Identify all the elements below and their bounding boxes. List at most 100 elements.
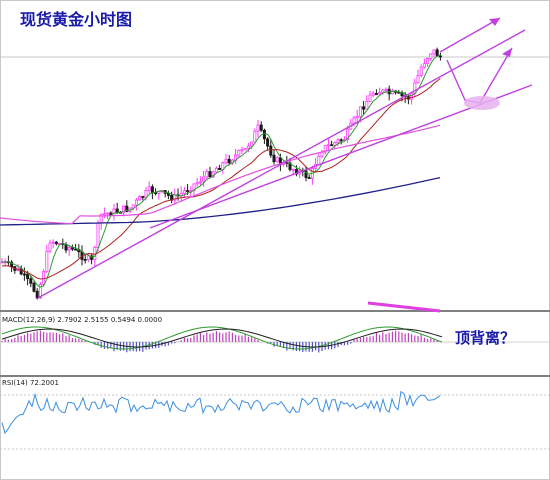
rsi-line	[1, 390, 441, 435]
candle-body	[410, 92, 414, 100]
candle-body	[250, 141, 254, 147]
candle-body	[214, 168, 218, 173]
candle-body	[246, 145, 250, 149]
candle-body	[112, 208, 116, 217]
candle-body	[202, 176, 206, 183]
candle-body	[227, 158, 231, 164]
candle-body	[26, 273, 30, 280]
candle-body	[131, 204, 135, 209]
candle-body	[192, 183, 196, 191]
candle-body	[291, 169, 295, 171]
projection-arrow-up	[439, 17, 501, 53]
candle-body	[323, 145, 327, 153]
candle-body	[106, 212, 110, 215]
candle-body	[134, 199, 138, 206]
macd-label: MACD(12,26,9) 2.7902 2.5155 0.5494 0.000…	[2, 316, 162, 324]
arrowhead-up	[489, 18, 500, 26]
ma-fast-line	[1, 54, 441, 288]
candle-body	[256, 124, 260, 132]
candle-body	[432, 49, 436, 55]
candle-body	[422, 63, 426, 68]
candle-body	[352, 117, 356, 124]
candle-body	[157, 191, 161, 194]
candle-body	[0, 261, 4, 264]
candle-body	[419, 66, 423, 77]
candle-body	[115, 208, 119, 213]
candle-body	[86, 255, 90, 261]
candle-body	[374, 93, 378, 95]
candle-body	[96, 222, 100, 248]
candle-body	[438, 55, 442, 58]
candle-body	[429, 53, 433, 59]
candle-body	[330, 144, 334, 147]
candle-body	[368, 94, 372, 102]
ma-magenta-line	[0, 124, 441, 225]
candle-body	[269, 145, 273, 156]
trendline-lower	[149, 84, 533, 229]
ma-slow-line	[0, 176, 441, 226]
candle-body	[32, 282, 36, 292]
candle-body	[224, 158, 228, 164]
candle-body	[22, 273, 26, 276]
candle-body	[346, 128, 350, 140]
candle-body	[320, 151, 324, 157]
signal-line	[1, 328, 443, 348]
divergence-marker	[367, 301, 441, 313]
candle-body	[138, 196, 142, 201]
candle-body	[272, 154, 276, 163]
arrowhead-zigzag	[502, 48, 512, 57]
candle-body	[266, 138, 270, 147]
trendline-upper	[37, 29, 526, 299]
divergence-annotation: 顶背离？	[455, 329, 515, 347]
candle-body	[198, 181, 202, 184]
candle-body	[67, 247, 71, 251]
candle-body	[275, 157, 279, 163]
candle-body	[102, 213, 106, 216]
candle-body	[426, 58, 430, 65]
candle-body	[48, 242, 52, 252]
chart-title: 现货黄金小时图	[20, 10, 132, 29]
candle-body	[384, 88, 388, 91]
candle-body	[29, 278, 33, 284]
candle-body	[326, 144, 330, 147]
candle-body	[259, 124, 263, 131]
moving-averages-layer	[0, 54, 441, 288]
candle-body	[150, 186, 154, 194]
macd-line	[1, 326, 443, 350]
candle-body	[35, 290, 39, 299]
candle-body	[51, 241, 55, 244]
candle-body	[307, 177, 311, 179]
candle-body	[38, 283, 42, 299]
candle-body	[70, 247, 74, 250]
candle-body	[317, 155, 321, 165]
candle-body	[333, 142, 337, 146]
candle-body	[253, 130, 257, 143]
candle-body	[54, 241, 58, 245]
candle-body	[122, 205, 126, 214]
candle-body	[125, 205, 129, 212]
candle-body	[208, 171, 212, 178]
candle-body	[147, 186, 151, 191]
rsi-label: RSI(14) 72.2001	[2, 379, 59, 387]
candle-body	[83, 258, 87, 261]
candle-body	[182, 190, 186, 194]
candle-body	[237, 150, 241, 156]
candle-body	[378, 92, 382, 95]
candle-body	[371, 93, 375, 96]
candle-body	[358, 106, 362, 117]
candle-body	[294, 169, 298, 175]
macd-layer	[1, 326, 443, 353]
candle-body	[205, 171, 209, 178]
candle-body	[218, 168, 222, 170]
candle-body	[362, 106, 366, 110]
candle-body	[339, 139, 343, 142]
candle-body	[45, 250, 49, 272]
candle-body	[304, 170, 308, 178]
candle-body	[42, 271, 46, 285]
candle-body	[186, 190, 190, 192]
rsi-layer	[1, 390, 441, 435]
candle-body	[141, 196, 145, 198]
